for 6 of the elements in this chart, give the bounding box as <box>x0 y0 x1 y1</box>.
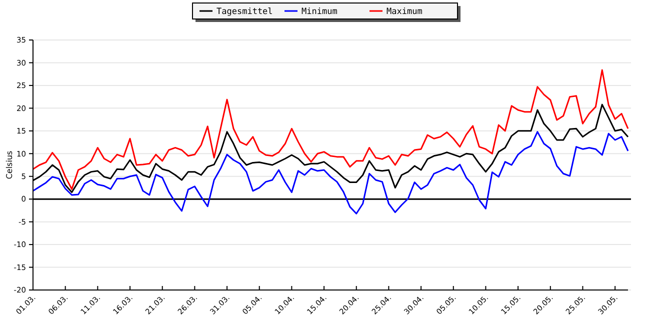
y-axis-title: Celsius <box>5 150 14 180</box>
line-series <box>32 131 629 214</box>
line-series <box>32 69 629 190</box>
legend-label: Tagesmittel <box>216 6 273 17</box>
legend-label: Minimum <box>302 6 338 17</box>
legend-label: Maximum <box>386 6 422 17</box>
